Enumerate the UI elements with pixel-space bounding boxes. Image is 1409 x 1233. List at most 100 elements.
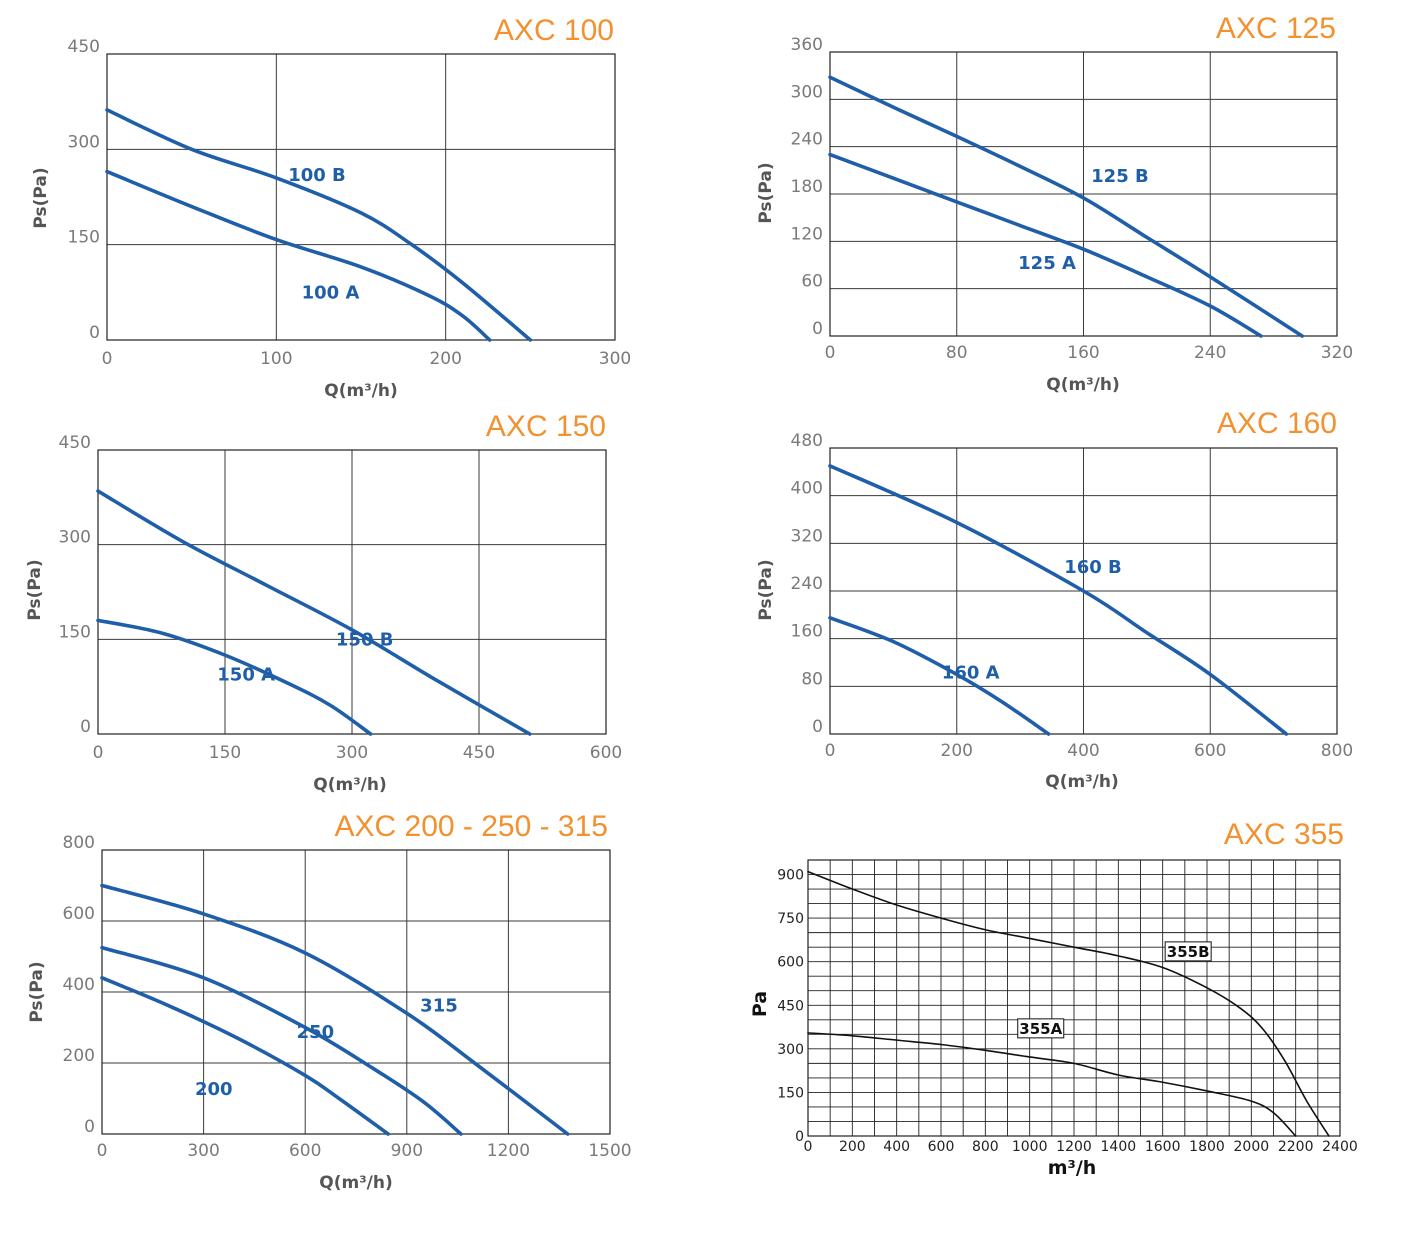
grid	[106, 53, 616, 341]
y-tick-label: 0	[812, 319, 823, 339]
x-axis-label: Q(m³/h)	[319, 1173, 392, 1193]
series-line-200	[100, 976, 390, 1136]
series-line-160-a	[828, 616, 1051, 736]
y-tick-label: 80	[801, 669, 823, 689]
x-tick-label: 80	[946, 343, 968, 363]
series-line-355a	[807, 1032, 1297, 1137]
y-tick-label: 360	[791, 35, 823, 55]
x-axis-label: Q(m³/h)	[313, 775, 386, 795]
series-label: 125 B	[1091, 166, 1149, 187]
series-label: 160 A	[942, 663, 1000, 684]
y-axis-label: Ps(Pa)	[31, 167, 51, 228]
y-tick-label: 450	[68, 37, 100, 57]
x-tick-label: 450	[463, 743, 495, 763]
series-label: 150 B	[336, 630, 394, 651]
x-tick-label: 0	[804, 1139, 813, 1155]
y-tick-label: 150	[68, 228, 100, 248]
series-line-100-a	[105, 169, 492, 342]
x-tick-label: 300	[599, 349, 631, 369]
series-label: 200	[195, 1079, 233, 1100]
x-tick-label: 200	[941, 741, 973, 761]
series-line-100-b	[105, 108, 533, 342]
series-label: 250	[297, 1022, 335, 1043]
y-tick-label: 750	[777, 911, 804, 927]
series-label: 355B	[1167, 943, 1210, 961]
x-tick-label: 600	[590, 743, 622, 763]
series-line-150-b	[96, 489, 532, 736]
x-tick-label: 1500	[588, 1141, 631, 1161]
series-line-125-a	[828, 152, 1263, 338]
y-tick-label: 450	[777, 998, 804, 1014]
x-axis-label: m³/h	[1048, 1157, 1097, 1179]
x-tick-label: 300	[336, 743, 368, 763]
y-tick-label: 240	[791, 574, 823, 594]
x-axis-label: Q(m³/h)	[1046, 375, 1119, 395]
chart-title: AXC 125	[1215, 12, 1336, 45]
y-tick-label: 240	[791, 130, 823, 150]
plot-frame	[97, 449, 607, 735]
series-label-box	[1017, 1018, 1065, 1039]
x-tick-label: 0	[93, 743, 104, 763]
y-tick-label: 400	[791, 479, 823, 499]
y-tick-label: 150	[59, 622, 91, 642]
chart-axc160-plot: 0 200 400 600 800 0 80 160 240 320 400 480 Q(m³/h) Ps…	[756, 431, 1353, 792]
chart-title: AXC 355	[1223, 818, 1344, 851]
plot-frame	[106, 53, 616, 341]
plot-frame	[807, 859, 1341, 1137]
series-line-250	[100, 945, 463, 1136]
y-tick-label: 200	[63, 1046, 95, 1066]
x-tick-label: 2200	[1278, 1139, 1314, 1155]
x-tick-label: 600	[289, 1141, 321, 1161]
y-tick-label: 800	[63, 833, 95, 853]
x-tick-label: 200	[839, 1139, 866, 1155]
y-tick-label: 600	[777, 955, 804, 971]
y-axis-label: Ps(Pa)	[756, 559, 776, 620]
chart-axc100: AXC 100 0 100 200 300 0 150 300 450 Q(m³/h) Ps(Pa…	[0, 0, 700, 410]
series-line-315	[100, 883, 570, 1136]
y-axis-label: Ps(Pa)	[27, 961, 47, 1022]
chart-axc125: AXC 125 0 80 160 240 320 0 60 120 180 240 300 360 Q(…	[704, 0, 1409, 410]
x-tick-label: 0	[97, 1141, 108, 1161]
series-label: 100 A	[302, 283, 360, 304]
series-label: 125 A	[1018, 253, 1076, 274]
x-tick-label: 0	[102, 349, 113, 369]
plot-frame	[829, 447, 1338, 735]
y-tick-label: 0	[84, 1117, 95, 1137]
y-tick-label: 300	[791, 82, 823, 102]
x-tick-label: 2400	[1322, 1139, 1358, 1155]
grid	[101, 849, 611, 1135]
y-tick-label: 300	[68, 132, 100, 152]
y-axis-label: Ps(Pa)	[756, 162, 776, 223]
y-tick-label: 300	[777, 1042, 804, 1058]
y-tick-label: 0	[812, 717, 823, 737]
y-tick-label: 900	[777, 868, 804, 884]
y-tick-label: 0	[795, 1129, 804, 1145]
x-tick-label: 1200	[1056, 1139, 1092, 1155]
x-tick-label: 200	[429, 349, 461, 369]
series-label-box	[1164, 941, 1212, 962]
y-tick-label: 320	[791, 526, 823, 546]
y-tick-label: 600	[63, 904, 95, 924]
chart-axc160: AXC 160 0 200 400 600 800 0 80 160 240 320 400 480 Q…	[704, 407, 1409, 810]
y-tick-label: 160	[791, 622, 823, 642]
chart-axc200: AXC 200 - 250 - 315 0 300 600 900 1200 1500 0 2…	[0, 810, 700, 1229]
series-line-355b	[807, 870, 1330, 1137]
x-tick-label: 240	[1194, 343, 1226, 363]
x-tick-label: 2000	[1234, 1139, 1270, 1155]
chart-title: AXC 200 - 250 - 315	[334, 810, 608, 843]
y-tick-label: 60	[801, 272, 823, 292]
series-line-150-a	[96, 618, 373, 736]
chart-title: AXC 100	[493, 14, 614, 47]
chart-axc200-plot: 0 300 600 900 1200 1500 0 200 400 600 800 Q(m³/h) Ps…	[27, 833, 632, 1193]
series-label: 100 B	[288, 165, 346, 186]
x-tick-label: 800	[972, 1139, 999, 1155]
grid	[97, 449, 607, 735]
series-label: 315	[420, 996, 458, 1017]
plot-frame	[829, 51, 1338, 337]
y-axis-label: Ps(Pa)	[25, 559, 45, 620]
x-tick-label: 1000	[1012, 1139, 1048, 1155]
x-tick-label: 1800	[1189, 1139, 1225, 1155]
y-tick-label: 120	[791, 224, 823, 244]
series-label: 160 B	[1064, 557, 1122, 578]
series-line-125-b	[828, 75, 1304, 338]
